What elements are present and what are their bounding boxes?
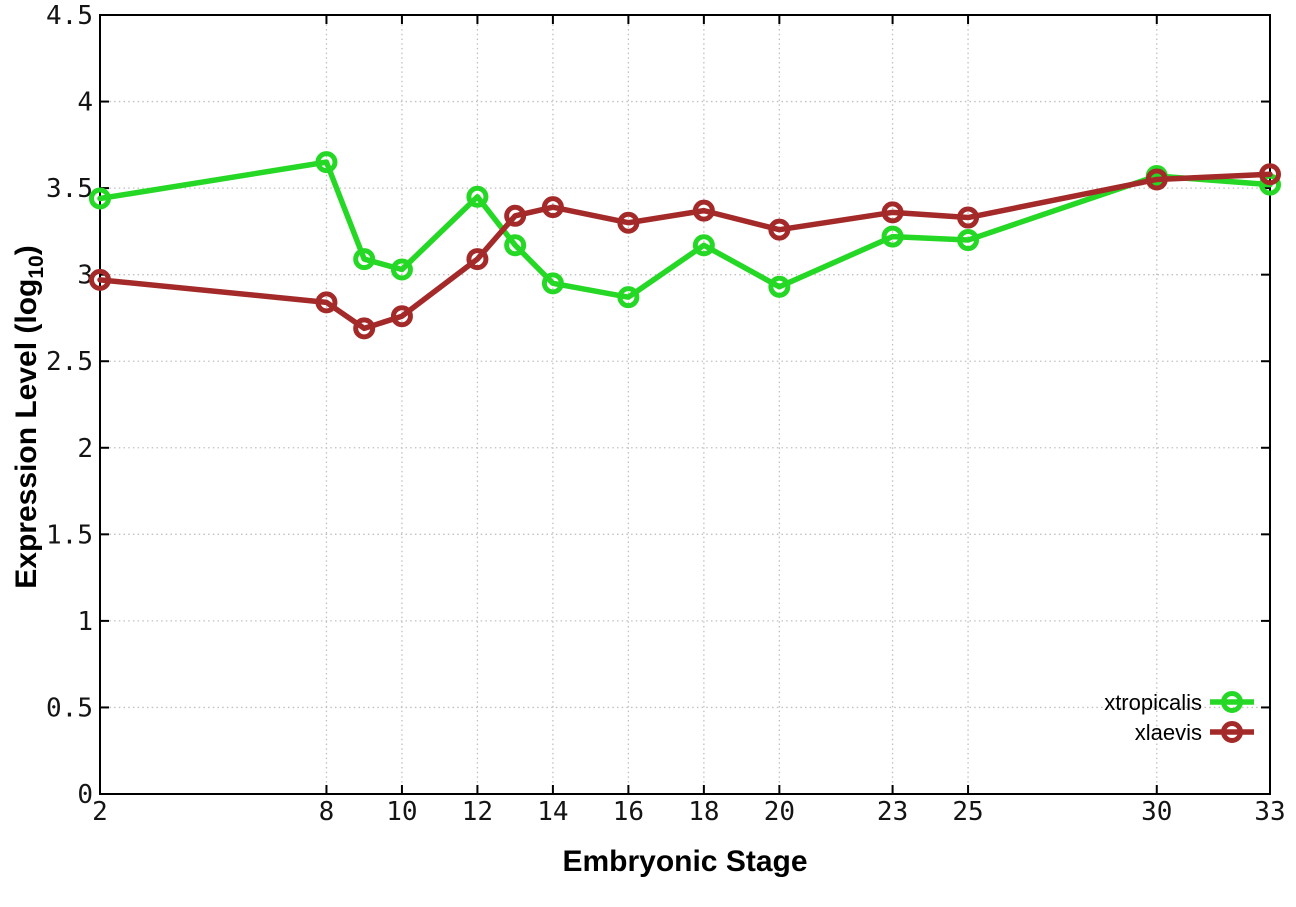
data-point-xtropicalis (617, 286, 640, 309)
legend-marker-xlaevis (1221, 721, 1243, 743)
x-tick-label: 23 (877, 797, 908, 827)
x-tick-label: 16 (613, 797, 644, 827)
data-point-xlaevis (541, 196, 564, 219)
data-point-xtropicalis (541, 272, 564, 295)
x-tick-label: 10 (386, 797, 417, 827)
y-tick-label: 2.5 (46, 347, 93, 377)
plot-border (99, 14, 1271, 795)
data-point-xlaevis (1259, 163, 1281, 186)
y-tick-label: 4.5 (46, 1, 93, 31)
legend-marker-xtropicalis (1221, 691, 1243, 713)
x-tick-label: 33 (1254, 797, 1285, 827)
x-tick-label: 8 (319, 797, 335, 827)
y-tick-label: 0 (77, 780, 93, 810)
x-axis-title: Embryonic Stage (562, 845, 807, 878)
y-tick-label: 1 (77, 607, 93, 637)
x-tick-label: 12 (462, 797, 493, 827)
data-point-xtropicalis (768, 275, 791, 298)
data-point-xlaevis (617, 211, 640, 234)
data-point-xtropicalis (315, 151, 338, 174)
y-axis-title-subscript: 10 (25, 255, 48, 278)
data-point-xtropicalis (957, 229, 980, 252)
data-point-xlaevis (768, 218, 791, 241)
legend-label-xlaevis: xlaevis (1135, 720, 1202, 745)
data-point-xlaevis (881, 201, 904, 224)
data-point-xlaevis (353, 317, 376, 340)
data-point-xtropicalis (353, 248, 376, 271)
data-point-xlaevis (1145, 168, 1168, 191)
x-tick-label: 30 (1141, 797, 1172, 827)
data-point-xtropicalis (390, 258, 413, 281)
data-point-xlaevis (692, 199, 715, 222)
x-tick-label: 20 (764, 797, 795, 827)
data-point-xtropicalis (466, 185, 489, 208)
data-point-xlaevis (390, 305, 413, 328)
y-tick-label: 2 (77, 434, 93, 464)
y-axis-title-main: Expression Level (log (10, 279, 43, 589)
x-tick-label: 14 (537, 797, 568, 827)
data-point-xlaevis (466, 248, 489, 271)
y-tick-label: 1.5 (46, 520, 93, 550)
data-point-xtropicalis (692, 234, 715, 257)
x-tick-label: 25 (952, 797, 983, 827)
y-axis-title: Expression Level (log10) (10, 245, 48, 588)
x-tick-label: 2 (92, 797, 108, 827)
legend-label-xtropicalis: xtropicalis (1104, 690, 1202, 715)
x-tick-label: 18 (688, 797, 719, 827)
data-point-xtropicalis (89, 187, 111, 210)
data-point-xlaevis (315, 291, 338, 314)
data-point-xlaevis (957, 206, 980, 229)
data-point-xtropicalis (504, 234, 527, 257)
series-line-xtropicalis (97, 159, 1273, 300)
y-tick-label: 3.5 (46, 174, 93, 204)
y-tick-label: 3 (77, 261, 93, 291)
data-point-xlaevis (89, 268, 111, 291)
y-axis-title-end: ) (10, 245, 43, 255)
data-point-xtropicalis (881, 225, 904, 248)
y-tick-label: 4 (77, 88, 93, 118)
y-tick-label: 0.5 (46, 693, 93, 723)
data-point-xlaevis (504, 204, 527, 227)
